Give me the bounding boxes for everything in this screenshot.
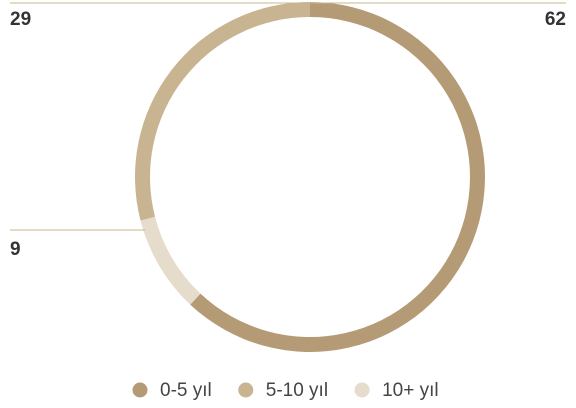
legend-marker <box>132 382 148 398</box>
legend-label: 10+ yıl <box>382 380 439 401</box>
donut-segment <box>190 2 485 352</box>
legend-label: 5-10 yıl <box>266 380 328 401</box>
legend-marker <box>238 382 254 398</box>
legend-label: 0-5 yıl <box>160 380 212 401</box>
value-label: 29 <box>10 9 31 30</box>
legend-marker <box>354 382 370 398</box>
value-label: 9 <box>10 239 21 260</box>
donut-segment <box>140 216 201 305</box>
value-label: 62 <box>545 9 566 30</box>
donut-segment <box>134 2 310 221</box>
legend: 0-5 yıl 5-10 yıl 10+ yıl <box>132 380 439 401</box>
